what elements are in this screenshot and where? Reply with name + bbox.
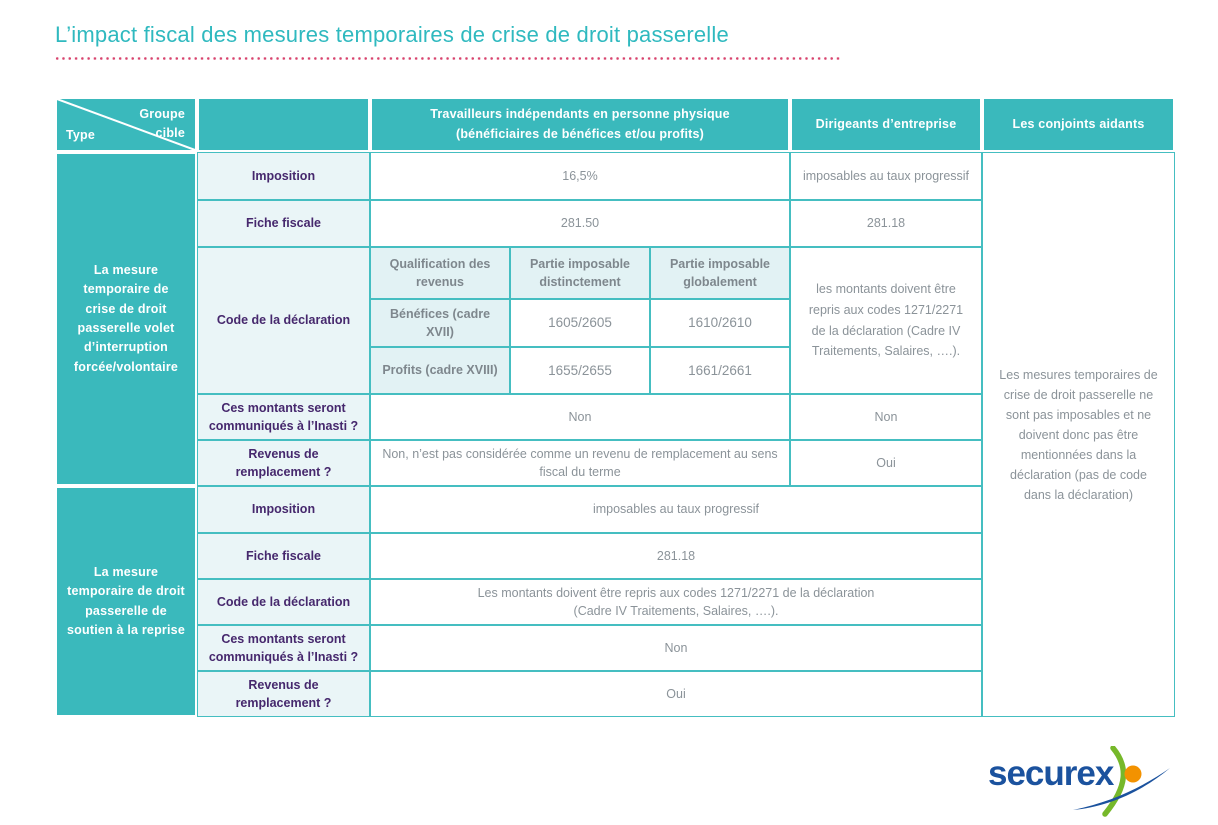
cell-imposition-g2: imposables au taux progressif [370,486,982,533]
subrow-label-benefices: Bénéfices (cadre XVII) [370,299,510,347]
cell-code-dirigeants: les montants doivent être repris aux cod… [790,247,982,394]
cell-fiche-travailleurs: 281.50 [370,200,790,247]
column-header-travailleurs-line2: (bénéficiaires de bénéfices et/ou profit… [455,126,705,141]
cell-fiche-dirigeants: 281.18 [790,200,982,247]
column-header-travailleurs-line1: Travailleurs indépendants en personne ph… [430,107,730,122]
subheader-qualification: Qualification des revenus [370,247,510,299]
cell-code-g2: Les montants doivent être repris aux cod… [370,579,982,625]
subheader-partie-globalement: Partie imposable globalement [650,247,790,299]
row-label-imposition-g1: Imposition [197,152,370,200]
column-header-conjoints: Les conjoints aidants [982,97,1175,152]
cell-imposition-travailleurs: 16,5% [370,152,790,200]
cell-conjoints-note: Les mesures temporaires de crise de droi… [982,152,1175,717]
cell-profits-distinct: 1655/2655 [510,347,650,394]
row-label-code-declaration-g2: Code de la déclaration [197,579,370,625]
cell-imposition-dirigeants: imposables au taux progressif [790,152,982,200]
group1-title: La mesure temporaire de crise de droit p… [55,152,197,486]
column-header-travailleurs: Travailleurs indépendants en personne ph… [370,97,790,152]
cell-fiche-g2: 281.18 [370,533,982,579]
header-empty-cell [197,97,370,152]
group2-title: La mesure temporaire de droit passerelle… [55,486,197,717]
cell-inasti-dirigeants: Non [790,394,982,440]
diagonal-divider-line [57,99,195,150]
row-label-remplacement-g2: Revenus de remplacement ? [197,671,370,717]
column-header-dirigeants: Dirigeants d’entreprise [790,97,982,152]
cell-remplacement-dirigeants: Oui [790,440,982,486]
securex-logo-mark-icon [1073,746,1170,817]
fiscal-impact-table: Groupe cible Type Travailleurs indépenda… [55,97,1175,717]
cell-remplacement-travailleurs: Non, n’est pas considérée comme un reven… [370,440,790,486]
corner-label-type: Type [66,127,96,142]
cell-profits-global: 1661/2661 [650,347,790,394]
corner-label-groupe-cible: Groupe cible [139,107,185,141]
cell-benefices-global: 1610/2610 [650,299,790,347]
cell-benefices-distinct: 1605/2605 [510,299,650,347]
subrow-label-profits: Profits (cadre XVIII) [370,347,510,394]
cell-remplacement-g2: Oui [370,671,982,717]
row-label-inasti-g1: Ces montants seront communiqués à l’Inas… [197,394,370,440]
cell-inasti-travailleurs: Non [370,394,790,440]
securex-logo: securex [988,746,1183,818]
row-label-imposition-g2: Imposition [197,486,370,533]
securex-logo-text: securex [988,754,1114,793]
corner-header-cell: Groupe cible Type [55,97,197,152]
page-title: L’impact fiscal des mesures temporaires … [55,22,729,47]
row-label-fiche-fiscale-g1: Fiche fiscale [197,200,370,247]
row-label-code-declaration-g1: Code de la déclaration [197,247,370,394]
row-label-fiche-fiscale-g2: Fiche fiscale [197,533,370,579]
cell-inasti-g2: Non [370,625,982,671]
subheader-partie-distinctement: Partie imposable distinctement [510,247,650,299]
row-label-remplacement-g1: Revenus de remplacement ? [197,440,370,486]
dotted-divider [55,56,841,61]
row-label-inasti-g2: Ces montants seront communiqués à l’Inas… [197,625,370,671]
